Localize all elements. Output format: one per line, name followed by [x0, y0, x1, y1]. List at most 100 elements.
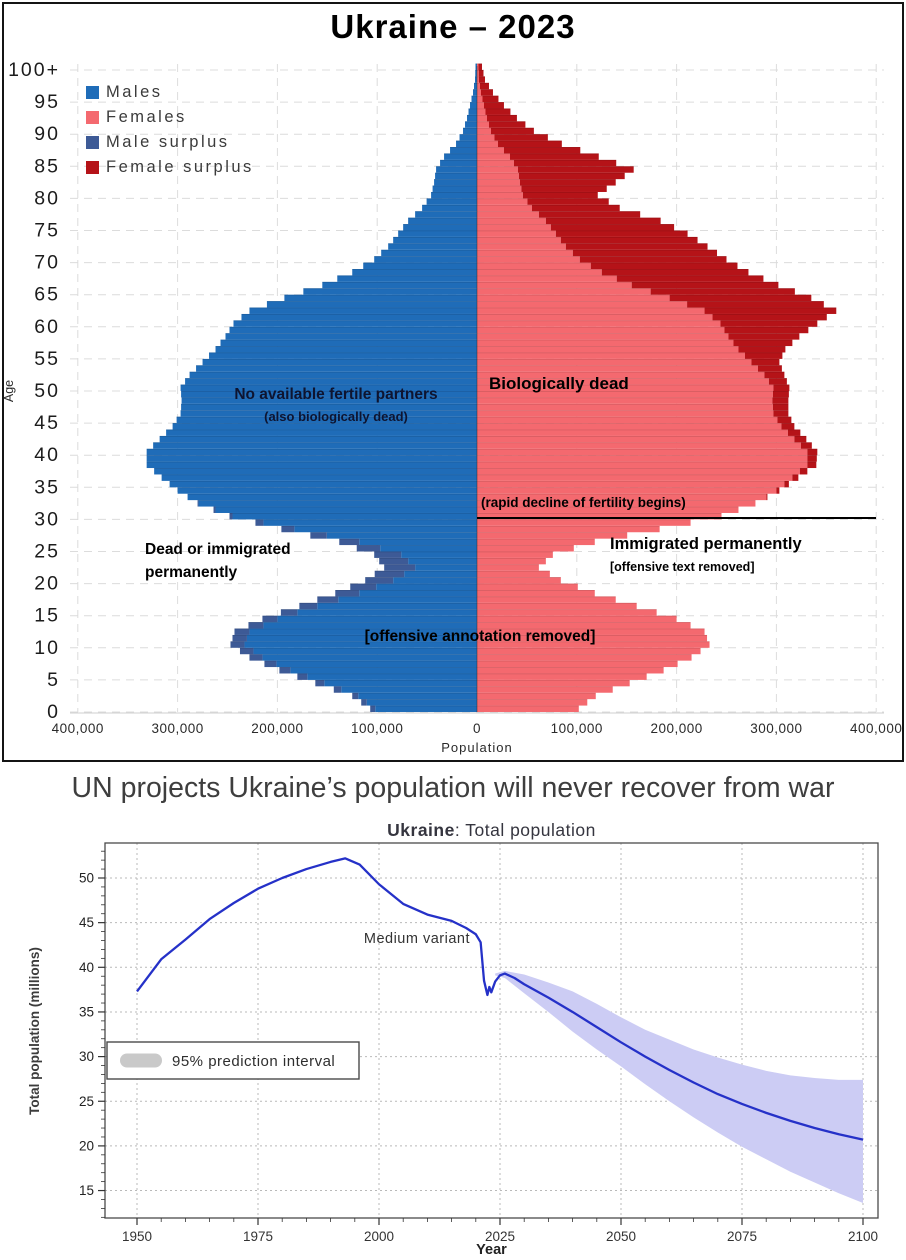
- bar-females: [477, 140, 498, 148]
- bar-females: [477, 615, 677, 623]
- bar-row-separator: [475, 63, 482, 65]
- bar-females: [477, 654, 692, 661]
- projection-xaxis-label: Year: [476, 1242, 507, 1258]
- bar-males: [181, 391, 477, 398]
- x-tick-label: 1975: [243, 1229, 273, 1244]
- bar-females: [477, 159, 514, 167]
- y-tick-label: 45: [79, 915, 94, 930]
- bar-row-separator: [230, 641, 710, 643]
- x-tick-label: 1950: [122, 1229, 152, 1244]
- bar-female-surplus: [509, 153, 599, 160]
- annotation-no-fertile-partners-sub: (also biologically dead): [264, 409, 408, 424]
- bar-females: [477, 391, 773, 398]
- bar-row-separator: [264, 660, 678, 662]
- bar-male-surplus: [229, 512, 233, 520]
- bar-row-separator: [262, 615, 677, 617]
- bar-female-surplus: [772, 391, 789, 398]
- bar-males: [181, 403, 477, 411]
- bar-males: [307, 673, 477, 680]
- bar-males: [294, 525, 477, 533]
- bar-female-surplus: [650, 288, 795, 295]
- bar-male-surplus: [310, 532, 327, 539]
- bar-females: [477, 358, 752, 366]
- bar-males: [153, 442, 478, 449]
- bar-row-separator: [434, 179, 616, 180]
- y-tick-label: 20: [79, 1138, 94, 1153]
- bar-row-separator: [403, 224, 675, 225]
- bar-males: [277, 615, 477, 623]
- population-tick-label: 100,000: [551, 721, 603, 736]
- bar-row-separator: [315, 679, 630, 681]
- bar-males: [398, 230, 477, 237]
- bar-row-separator: [196, 365, 782, 367]
- bar-males: [471, 95, 477, 103]
- bar-row-separator: [181, 403, 789, 405]
- annotation-immigrated-sub-redacted: [offensive text removed]: [610, 560, 755, 574]
- bar-row-separator: [440, 159, 617, 161]
- legend-label: Female surplus: [106, 158, 254, 176]
- bar-males: [475, 76, 477, 83]
- age-tick-label: 95: [34, 91, 60, 113]
- bar-males: [146, 461, 478, 469]
- pyramid-xaxis-label: Population: [441, 740, 512, 755]
- bar-male-surplus: [239, 647, 254, 655]
- bar-female-surplus: [519, 179, 616, 186]
- bar-row-separator: [232, 634, 708, 636]
- bar-females: [477, 378, 769, 385]
- bar-row-separator: [381, 249, 718, 251]
- bar-males: [169, 480, 477, 488]
- age-tick-label: 70: [34, 252, 60, 274]
- bar-females: [477, 301, 688, 308]
- bar-males: [187, 493, 477, 501]
- bar-males: [435, 172, 477, 180]
- legend-swatch-icon: [86, 111, 99, 124]
- age-tick-label: 75: [34, 220, 60, 242]
- bar-females: [477, 692, 596, 700]
- bar-row-separator: [365, 577, 561, 578]
- bar-females: [477, 602, 637, 610]
- bar-males: [338, 596, 477, 603]
- bar-female-surplus: [479, 82, 489, 90]
- bar-females: [477, 224, 551, 231]
- bar-female-surplus: [497, 140, 562, 148]
- bar-row-separator: [333, 686, 613, 688]
- legend-label: Male surplus: [106, 133, 230, 151]
- bar-female-surplus: [777, 416, 792, 424]
- bar-female-surplus: [757, 365, 782, 372]
- annotation-fertility-decline: (rapid decline of fertility begins): [481, 495, 686, 510]
- bar-males: [241, 313, 477, 321]
- bar-males: [324, 679, 477, 687]
- bar-female-surplus: [751, 358, 780, 366]
- bar-females: [477, 76, 479, 83]
- bar-females: [477, 249, 573, 257]
- bar-female-surplus: [799, 468, 808, 475]
- bar-male-surplus: [370, 705, 376, 712]
- bar-males: [388, 243, 477, 250]
- bar-row-separator: [153, 442, 812, 444]
- bar-males: [209, 352, 478, 359]
- bar-row-separator: [337, 275, 764, 277]
- bar-males: [232, 512, 477, 520]
- bar-females: [477, 333, 729, 340]
- bar-male-surplus: [232, 634, 247, 642]
- y-tick-label: 40: [79, 960, 94, 975]
- bar-female-surplus: [527, 198, 609, 205]
- bar-male-surplus: [374, 570, 405, 578]
- bar-females: [477, 63, 479, 70]
- bar-male-surplus: [280, 609, 298, 616]
- bar-row-separator: [299, 602, 637, 604]
- bar-females: [477, 647, 701, 655]
- bar-row-separator: [279, 667, 664, 668]
- population-tick-label: 200,000: [251, 721, 303, 736]
- bar-females: [477, 506, 739, 513]
- bar-females: [477, 468, 800, 475]
- bar-female-surplus: [572, 249, 718, 257]
- bar-females: [477, 686, 613, 693]
- x-tick-label: 2075: [727, 1229, 757, 1244]
- bar-row-separator: [388, 243, 708, 245]
- bar-female-surplus: [522, 191, 598, 199]
- bar-males: [436, 166, 477, 173]
- bar-females: [477, 429, 788, 436]
